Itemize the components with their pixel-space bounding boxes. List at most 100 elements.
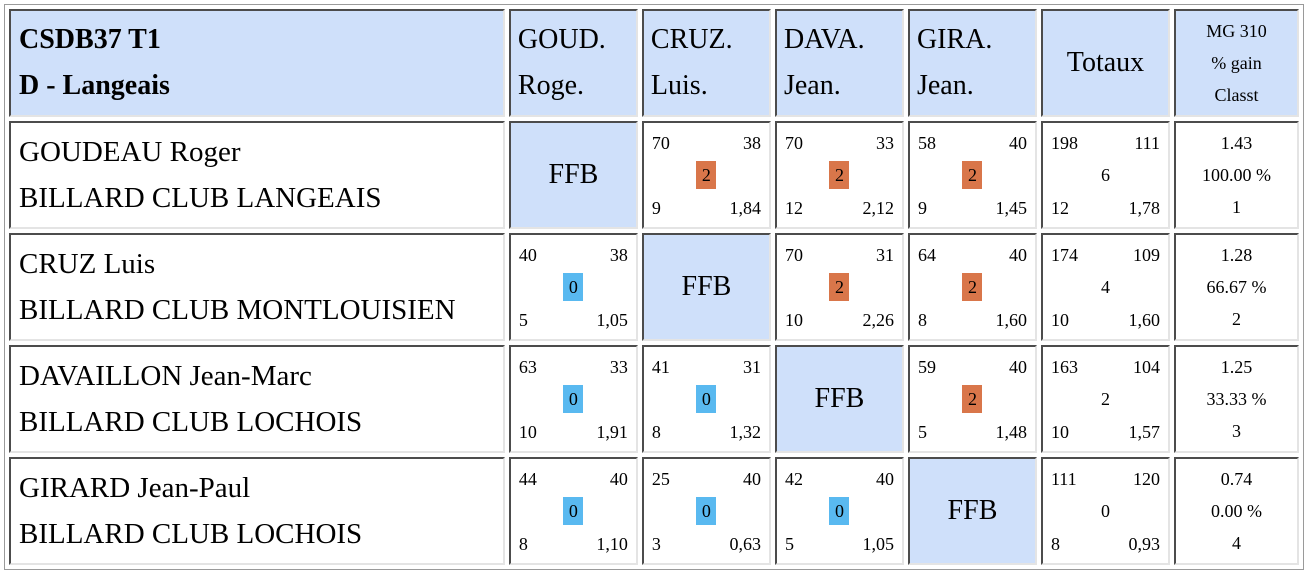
match-cell: 42 40 5 1,05 0 — [774, 457, 904, 565]
points-scored: 70 — [784, 133, 803, 153]
column-header-line1: GIRA. — [916, 24, 993, 55]
points-scored: 174 — [1050, 245, 1078, 265]
column-header-line2: Roge. — [517, 70, 585, 101]
mg-cell: 1.25 33.33 % 3 — [1173, 345, 1299, 453]
mg-header-line1: MG 310 — [1206, 21, 1267, 41]
player-row: CRUZ Luis BILLARD CLUB MONTLOUISIEN 40 38 5 1… — [9, 233, 1299, 341]
best-series: 10 — [1050, 422, 1069, 442]
player-club: BILLARD CLUB LOCHOIS — [19, 518, 363, 550]
column-header-line1: GOUD. — [517, 24, 606, 55]
average: 1,45 — [995, 198, 1027, 218]
totals-header: Totaux — [1040, 9, 1170, 117]
player-row: DAVAILLON Jean-Marc BILLARD CLUB LOCHOIS 6… — [9, 345, 1299, 453]
match-cell: 25 40 3 0,63 0 — [641, 457, 771, 565]
mg-header-line2: % gain — [1211, 53, 1262, 73]
ffb-self-cell: FFB — [508, 121, 638, 229]
innings-count: 120 — [1132, 469, 1160, 489]
column-header-line1: DAVA. — [783, 24, 865, 55]
column-header-girard: GIRA. Jean. — [907, 9, 1037, 117]
win-percentage: 0.00 % — [1210, 501, 1262, 521]
average: 0,63 — [729, 534, 761, 554]
competition-title: CSDB37 T1 D - Langeais — [9, 9, 505, 117]
average: 1,78 — [1128, 198, 1160, 218]
points-scored: 58 — [917, 133, 936, 153]
match-cell: 70 38 9 1,84 2 — [641, 121, 771, 229]
player-cell: DAVAILLON Jean-Marc BILLARD CLUB LOCHOIS — [9, 345, 505, 453]
player-name: GIRARD Jean-Paul — [19, 472, 251, 504]
points-scored: 64 — [917, 245, 936, 265]
match-cell: 41 31 8 1,32 0 — [641, 345, 771, 453]
points-scored: 198 — [1050, 133, 1078, 153]
player-cell: GOUDEAU Roger BILLARD CLUB LANGEAIS — [9, 121, 505, 229]
win-percentage: 33.33 % — [1206, 389, 1267, 409]
match-cell: 70 31 10 2,26 2 — [774, 233, 904, 341]
match-points-badge: 2 — [829, 273, 850, 301]
match-cell: 59 40 5 1,48 2 — [907, 345, 1037, 453]
ranking: 4 — [1231, 533, 1241, 553]
average: 1,57 — [1128, 422, 1160, 442]
innings-count: 40 — [1008, 133, 1027, 153]
totals-cell: 198 111 12 1,78 6 — [1040, 121, 1170, 229]
best-series: 3 — [651, 534, 661, 554]
points-scored: 40 — [518, 245, 537, 265]
points-scored: 41 — [651, 357, 670, 377]
mg-header: MG 310 % gain Classt — [1173, 9, 1299, 117]
innings-count: 31 — [875, 245, 894, 265]
best-series: 8 — [518, 534, 528, 554]
player-cell: CRUZ Luis BILLARD CLUB MONTLOUISIEN — [9, 233, 505, 341]
best-series: 9 — [651, 198, 661, 218]
ranking: 1 — [1231, 197, 1241, 217]
match-points-badge: 0 — [829, 497, 850, 525]
total-match-points: 0 — [1100, 501, 1110, 521]
player-cell: GIRARD Jean-Paul BILLARD CLUB LOCHOIS — [9, 457, 505, 565]
match-points-badge: 2 — [962, 385, 983, 413]
match-points-badge: 0 — [563, 497, 584, 525]
innings-count: 104 — [1132, 357, 1160, 377]
innings-count: 33 — [875, 133, 894, 153]
column-header-line2: Luis. — [650, 70, 708, 101]
points-scored: 59 — [917, 357, 936, 377]
match-points-badge: 2 — [696, 161, 717, 189]
mg-header-line3: Classt — [1214, 85, 1259, 105]
match-points-badge: 2 — [962, 161, 983, 189]
average: 1,84 — [729, 198, 761, 218]
player-club: BILLARD CLUB MONTLOUISIEN — [19, 294, 456, 326]
best-series: 5 — [784, 534, 794, 554]
points-scored: 70 — [651, 133, 670, 153]
best-series: 9 — [917, 198, 927, 218]
innings-count: 38 — [742, 133, 761, 153]
best-series: 8 — [1050, 534, 1060, 554]
match-cell: 44 40 8 1,10 0 — [508, 457, 638, 565]
match-points-badge: 2 — [962, 273, 983, 301]
column-header-line2: Jean. — [783, 70, 841, 101]
ffb-self-cell: FFB — [641, 233, 771, 341]
totals-cell: 174 109 10 1,60 4 — [1040, 233, 1170, 341]
innings-count: 33 — [609, 357, 628, 377]
match-points-badge: 0 — [696, 385, 717, 413]
player-name: GOUDEAU Roger — [19, 136, 241, 168]
general-average: 1.28 — [1220, 245, 1253, 265]
best-series: 5 — [917, 422, 927, 442]
total-match-points: 6 — [1100, 165, 1110, 185]
innings-count: 109 — [1132, 245, 1160, 265]
innings-count: 40 — [742, 469, 761, 489]
results-table: CSDB37 T1 D - Langeais GOUD. Roge. CRUZ.… — [4, 4, 1304, 570]
player-name: DAVAILLON Jean-Marc — [19, 360, 312, 392]
points-scored: 111 — [1050, 469, 1077, 489]
points-scored: 25 — [651, 469, 670, 489]
average: 1,05 — [862, 534, 894, 554]
match-cell: 63 33 10 1,91 0 — [508, 345, 638, 453]
player-row: GIRARD Jean-Paul BILLARD CLUB LOCHOIS 44 40… — [9, 457, 1299, 565]
average: 0,93 — [1128, 534, 1160, 554]
header-row: CSDB37 T1 D - Langeais GOUD. Roge. CRUZ.… — [9, 9, 1299, 117]
competition-location: D - Langeais — [19, 70, 170, 101]
mg-cell: 1.28 66.67 % 2 — [1173, 233, 1299, 341]
general-average: 1.25 — [1220, 357, 1253, 377]
match-cell: 58 40 9 1,45 2 — [907, 121, 1037, 229]
points-scored: 63 — [518, 357, 537, 377]
column-header-line1: CRUZ. — [650, 24, 733, 55]
match-cell: 40 38 5 1,05 0 — [508, 233, 638, 341]
points-scored: 44 — [518, 469, 537, 489]
mg-cell: 1.43 100.00 % 1 — [1173, 121, 1299, 229]
total-match-points: 4 — [1100, 277, 1110, 297]
